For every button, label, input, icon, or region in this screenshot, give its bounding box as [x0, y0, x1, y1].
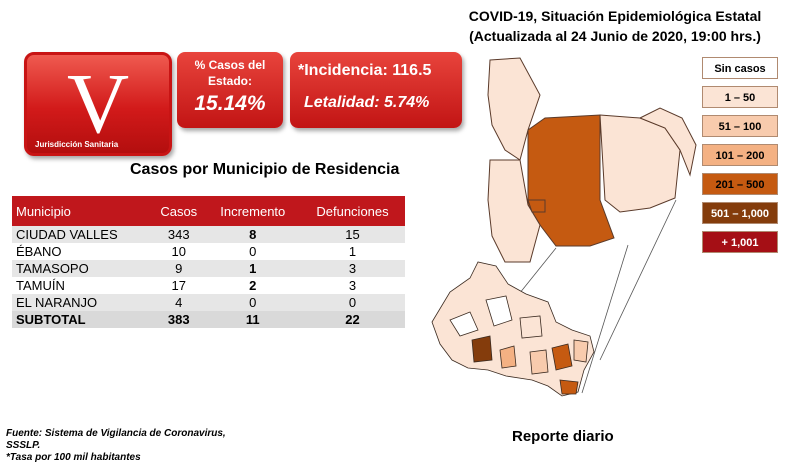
- incidence-value: *Incidencia: 116.5: [298, 62, 432, 79]
- municipality-shape: [529, 349, 549, 375]
- table-header-row: Municipio Casos Incremento Defunciones: [12, 196, 405, 226]
- cell-incremento: 0: [205, 294, 300, 311]
- municipality-shape: [519, 315, 543, 339]
- municipality-shape: [485, 295, 513, 327]
- map-title-line2: (Actualizada al 24 Junio de 2020, 19:00 …: [469, 28, 761, 44]
- cell-casos: 17: [152, 277, 206, 294]
- cell-casos: 9: [152, 260, 206, 277]
- cell-municipio: ÉBANO: [12, 243, 152, 260]
- cell-casos: 343: [152, 226, 206, 243]
- table-title: Casos por Municipio de Residencia: [130, 161, 400, 178]
- cell-defunciones: 3: [300, 277, 405, 294]
- municipality-shape: [471, 335, 493, 363]
- cell-incremento: 11: [205, 311, 300, 328]
- cases-table: Municipio Casos Incremento Defunciones C…: [12, 196, 405, 328]
- cell-municipio: TAMASOPO: [12, 260, 152, 277]
- table-row: CIUDAD VALLES 343 8 15: [12, 226, 405, 243]
- cell-municipio: EL NARANJO: [12, 294, 152, 311]
- table-row: EL NARANJO 4 0 0: [12, 294, 405, 311]
- state-percentage-value: 15.14%: [194, 92, 266, 115]
- state-percentage-label: % Casos del Estado:: [194, 58, 266, 88]
- footnote-line1: Fuente: Sistema de Vigilancia de Coronav…: [6, 428, 226, 439]
- jurisdiction-zoom-map: [487, 57, 697, 263]
- legend-item: Sin casos: [702, 57, 778, 79]
- state-shape: [431, 261, 595, 397]
- legend-item: 1 – 50: [702, 86, 778, 108]
- zoom-connector-right: [599, 199, 677, 361]
- lethality-value: Letalidad: 5.74%: [304, 94, 430, 111]
- cell-defunciones: 1: [300, 243, 405, 260]
- header-municipio: Municipio: [12, 196, 152, 226]
- table-row: TAMASOPO 9 1 3: [12, 260, 405, 277]
- municipality-shape: [551, 343, 573, 371]
- municipality-shape: [638, 107, 697, 177]
- municipality-shape: [499, 345, 517, 369]
- jurisdiction-badge: V Jurisdicción Sanitaria: [24, 52, 172, 156]
- footnote-line2: SSSLP.: [6, 440, 41, 451]
- map-legend: Sin casos 1 – 50 51 – 100 101 – 200 201 …: [702, 57, 790, 260]
- legend-item: 501 – 1,000: [702, 202, 778, 224]
- municipality-shape: [573, 339, 589, 363]
- cell-casos: 10: [152, 243, 206, 260]
- map-title: COVID-19, Situación Epidemiológica Estat…: [440, 6, 790, 46]
- table-row: ÉBANO 10 0 1: [12, 243, 405, 260]
- footnote-line3: *Tasa por 100 mil habitantes: [6, 452, 141, 463]
- cell-defunciones: 0: [300, 294, 405, 311]
- legend-item: 101 – 200: [702, 144, 778, 166]
- zoom-connector-mid: [581, 244, 629, 394]
- subtotal-row: SUBTOTAL 383 11 22: [12, 311, 405, 328]
- cell-incremento: 1: [205, 260, 300, 277]
- rates-box: *Incidencia: 116.5 Letalidad: 5.74%: [290, 52, 462, 128]
- municipality-shape: [527, 199, 546, 213]
- cell-incremento: 8: [205, 226, 300, 243]
- header-incremento: Incremento: [205, 196, 300, 226]
- cell-defunciones: 15: [300, 226, 405, 243]
- badge-letter: V: [66, 55, 130, 151]
- municipality-shape: [449, 311, 479, 337]
- header-casos: Casos: [152, 196, 206, 226]
- cell-municipio: CIUDAD VALLES: [12, 226, 152, 243]
- cell-incremento: 2: [205, 277, 300, 294]
- municipality-shape: [487, 159, 541, 263]
- cell-casos: 383: [152, 311, 206, 328]
- municipality-shape: [559, 379, 579, 395]
- municipality-shape: [527, 114, 615, 247]
- cell-incremento: 0: [205, 243, 300, 260]
- state-percentage-box: % Casos del Estado: 15.14%: [177, 52, 283, 128]
- cell-defunciones: 22: [300, 311, 405, 328]
- cell-municipio: TAMUÍN: [12, 277, 152, 294]
- source-footnote: Fuente: Sistema de Vigilancia de Coronav…: [6, 428, 226, 464]
- header-defunciones: Defunciones: [300, 196, 405, 226]
- table-row: TAMUÍN 17 2 3: [12, 277, 405, 294]
- legend-item: 201 – 500: [702, 173, 778, 195]
- state-map: [431, 261, 595, 397]
- legend-item: 51 – 100: [702, 115, 778, 137]
- cell-defunciones: 3: [300, 260, 405, 277]
- cell-municipio: SUBTOTAL: [12, 311, 152, 328]
- legend-item: + 1,001: [702, 231, 778, 253]
- daily-report-label: Reporte diario: [512, 428, 614, 445]
- cell-casos: 4: [152, 294, 206, 311]
- badge-subtitle: Jurisdicción Sanitaria: [35, 140, 119, 149]
- map-title-line1: COVID-19, Situación Epidemiológica Estat…: [468, 8, 762, 24]
